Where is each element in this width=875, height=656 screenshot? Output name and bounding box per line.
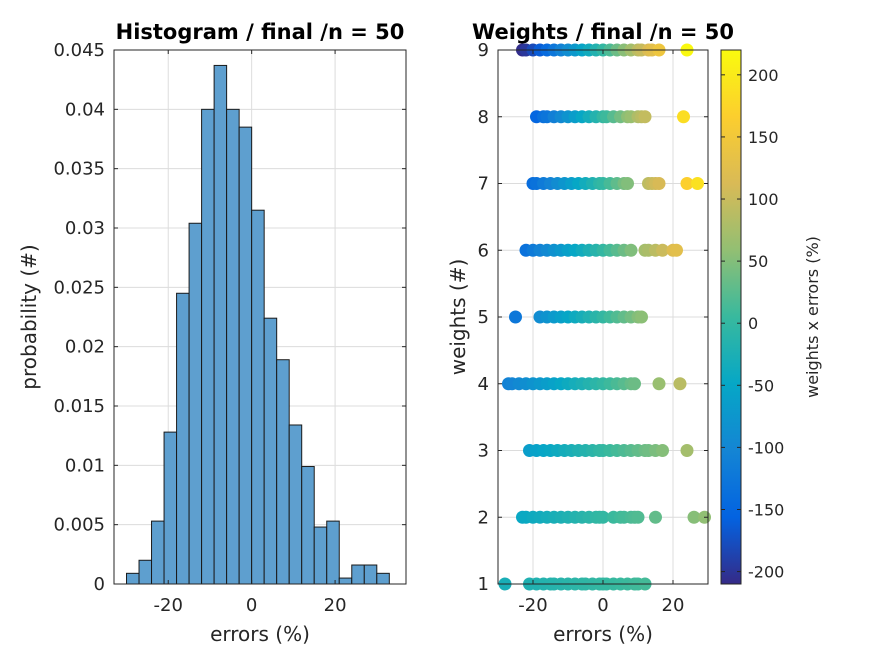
colorbar-tick-label: 50 <box>748 252 768 271</box>
colorbar-gradient <box>720 49 742 585</box>
scatter-y-tick-label: 7 <box>478 174 489 195</box>
histogram-bar <box>176 292 190 585</box>
histogram-bar <box>338 577 353 585</box>
histogram-bar <box>126 572 140 585</box>
histogram-y-tick-label: 0.035 <box>53 159 105 180</box>
histogram-bar <box>138 559 153 585</box>
colorbar-tick-label: 0 <box>748 314 758 333</box>
histogram-y-tick-label: 0.045 <box>53 40 105 61</box>
scatter-point <box>656 444 669 457</box>
colorbar-tick-label: 100 <box>748 190 779 209</box>
scatter-y-tick-label: 2 <box>478 507 489 528</box>
histogram-y-tick-label: 0.04 <box>65 99 105 120</box>
scatter-point <box>652 177 666 190</box>
scatter-point <box>656 243 669 257</box>
histogram-bar <box>188 222 203 585</box>
histogram-bar <box>151 520 165 585</box>
histogram-x-tick-label: 20 <box>324 595 347 616</box>
scatter-x-label: errors (%) <box>553 622 653 646</box>
histogram-bar <box>238 126 253 585</box>
scatter-y-tick-label: 4 <box>478 374 489 395</box>
scatter-y-tick-label: 9 <box>478 40 489 61</box>
scatter-point <box>673 377 687 391</box>
scatter-point <box>652 377 666 391</box>
scatter-y-tick-label: 3 <box>478 441 489 462</box>
scatter-point <box>680 444 694 457</box>
histogram-bar <box>201 108 215 585</box>
scatter-x-tick-label: 20 <box>662 595 685 616</box>
histogram-x-label: errors (%) <box>210 622 310 646</box>
scatter-point <box>596 510 610 524</box>
histogram-bar <box>213 64 228 585</box>
histogram-y-tick-label: 0.005 <box>53 515 105 536</box>
histogram-y-label: probability (#) <box>17 244 41 389</box>
histogram-panel: -20 0 20 0 0.005 0.01 0.015 0.02 0.025 0.03 0.035… <box>17 20 407 646</box>
scatter-y-ticks: 1 2 3 4 5 6 7 8 9 <box>478 40 708 595</box>
colorbar-tick-label: -50 <box>748 376 774 395</box>
scatter-point <box>638 110 652 124</box>
histogram-bar <box>276 359 290 585</box>
histogram-y-tick-label: 0.03 <box>65 218 105 239</box>
histogram-bar <box>251 209 265 585</box>
histogram-y-tick-label: 0.02 <box>65 337 105 358</box>
scatter-y-label: weights (#) <box>446 259 470 376</box>
scatter-points <box>498 43 711 591</box>
scatter-x-tick-label: -20 <box>518 595 547 616</box>
scatter-y-tick-label: 1 <box>478 574 489 595</box>
scatter-point <box>628 377 641 391</box>
histogram-bar <box>263 317 278 585</box>
histogram-y-tick-label: 0 <box>94 574 105 595</box>
scatter-point <box>631 510 645 524</box>
scatter-panel: -20 0 20 1 2 3 4 5 6 7 8 9 Weights / final /n = 50… <box>446 20 734 646</box>
colorbar-tick-label: 200 <box>748 66 779 85</box>
colorbar: -200 -150 -100 -50 0 50 100 150 200 weights x er… <box>720 49 822 585</box>
scatter-x-tick-label: 0 <box>597 595 608 616</box>
scatter-point <box>687 510 701 524</box>
scatter-x-ticks: -20 0 20 <box>518 50 684 616</box>
scatter-y-tick-label: 6 <box>478 240 489 261</box>
scatter-point <box>677 110 690 124</box>
scatter-point <box>680 177 694 190</box>
histogram-x-ticks: -20 0 20 <box>154 50 347 616</box>
histogram-bar <box>288 424 303 585</box>
scatter-point <box>649 510 662 524</box>
histogram-y-ticks: 0 0.005 0.01 0.015 0.02 0.025 0.03 0.035 0.04 0.0… <box>53 40 406 595</box>
histogram-axes-box <box>113 49 407 585</box>
colorbar-tick-label: -200 <box>748 563 784 582</box>
scatter-point <box>621 177 634 190</box>
histogram-y-tick-label: 0.015 <box>53 396 105 417</box>
histogram-bar <box>326 520 340 585</box>
scatter-title: Weights / final /n = 50 <box>472 20 734 44</box>
histogram-bar <box>363 564 378 585</box>
colorbar-tick-label: 150 <box>748 128 779 147</box>
scatter-point <box>624 243 638 257</box>
histogram-y-tick-label: 0.025 <box>53 277 105 298</box>
histogram-bar <box>351 564 365 585</box>
histogram-x-tick-label: 0 <box>246 595 257 616</box>
histogram-x-tick-label: -20 <box>154 595 183 616</box>
histogram-y-tick-label: 0.01 <box>65 455 105 476</box>
histogram-bar <box>313 526 328 585</box>
histogram-bar <box>226 108 240 585</box>
colorbar-tick-label: -100 <box>748 438 784 457</box>
scatter-y-tick-label: 8 <box>478 107 489 128</box>
scatter-point <box>691 177 704 190</box>
histogram-bar <box>301 466 315 585</box>
histogram-bar <box>376 572 390 585</box>
histogram-bars <box>126 64 390 585</box>
histogram-bar <box>163 431 178 585</box>
histogram-title: Histogram / final /n = 50 <box>116 20 405 44</box>
scatter-point <box>509 310 522 324</box>
colorbar-tick-label: -150 <box>748 500 784 519</box>
scatter-point <box>670 243 683 257</box>
scatter-point <box>635 310 648 324</box>
colorbar-ticks: -200 -150 -100 -50 0 50 100 150 200 <box>721 66 784 582</box>
colorbar-label: weights x errors (%) <box>803 236 822 398</box>
scatter-y-tick-label: 5 <box>478 307 489 328</box>
